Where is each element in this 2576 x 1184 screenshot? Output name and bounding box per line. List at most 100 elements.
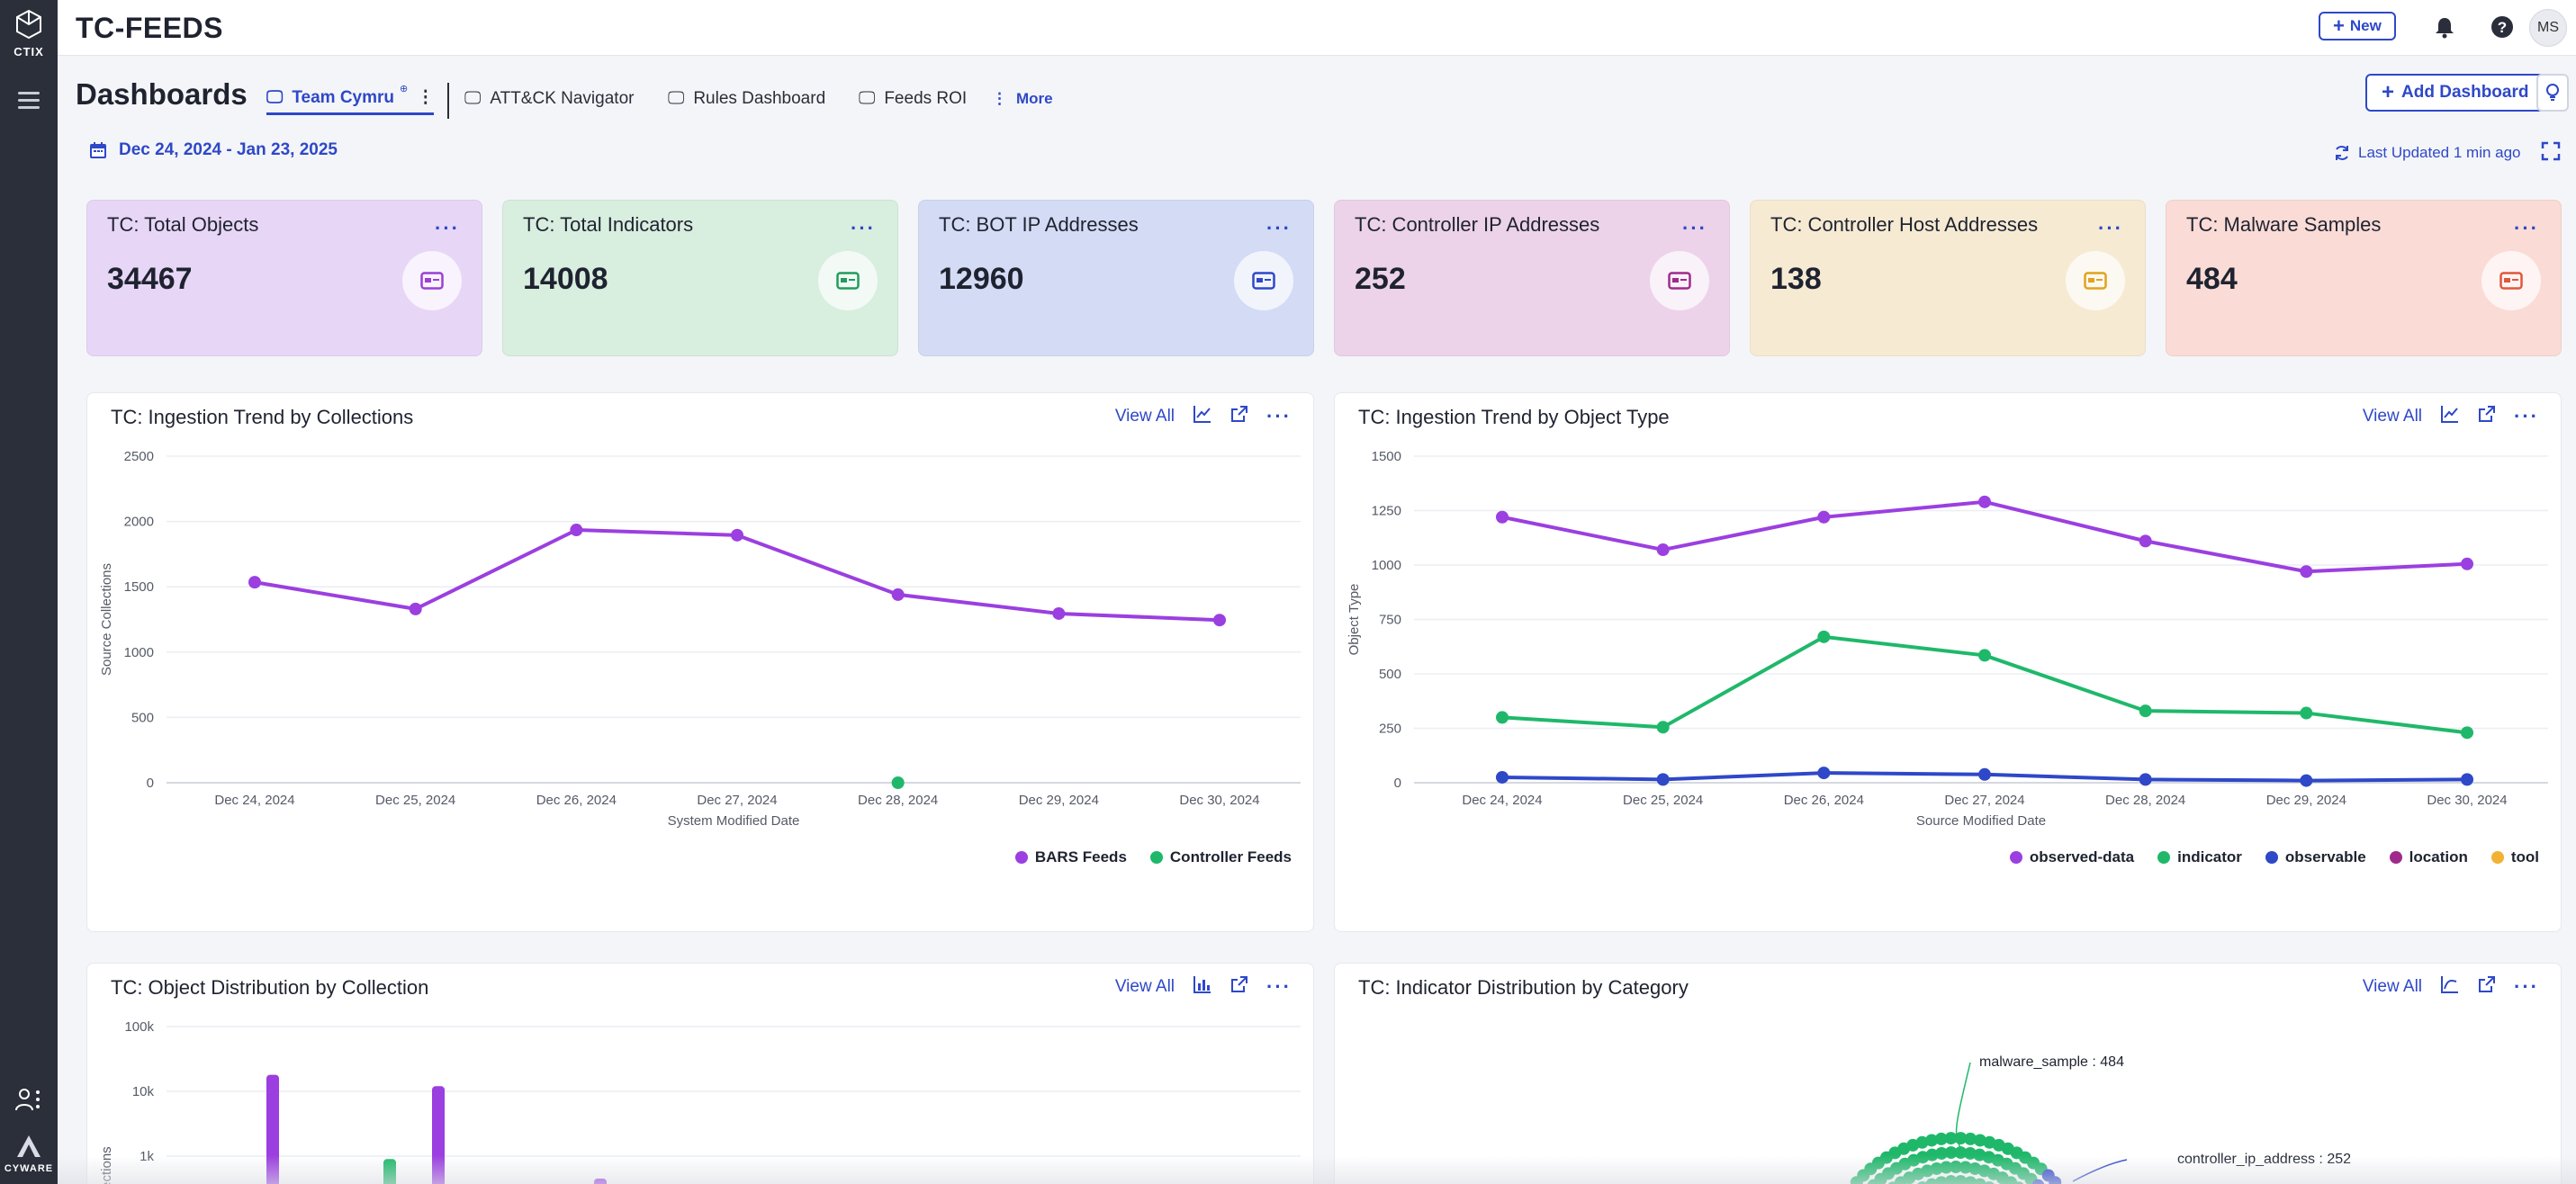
legend-label: BARS Feeds [1034,848,1127,866]
stat-card[interactable]: TC: Controller Host Addresses 138 ··· [1750,200,2146,356]
tab-rules-dashboard[interactable]: 🖵 Rules Dashboard [668,83,825,115]
monitor-icon: 🖵 [668,89,685,108]
card-options-icon[interactable]: ··· [1682,217,1707,239]
x-tick-label: Dec 29, 2024 [1019,793,1099,808]
x-tick-label: Dec 25, 2024 [375,793,455,808]
bar-chart-icon[interactable] [1193,974,1212,999]
vertical-dots-icon: ⋮ [992,90,1007,107]
help-icon[interactable]: ? [2488,13,2517,41]
stat-card[interactable]: TC: Malware Samples 484 ··· [2166,200,2562,356]
legend-item-location[interactable]: location [2389,848,2468,866]
panel-options-icon[interactable]: ··· [1266,974,1292,998]
chart-object-type-trend: 0 250 500 750 1000 1250 1500 Dec 24, 2024 Dec 25… [1347,449,2548,829]
legend-item-bars-feeds[interactable]: BARS Feeds [1014,848,1127,866]
y-axis-label: Source Collections [99,563,114,676]
tab-team-cymru[interactable]: 🖵 Team Cymru ⊕ ⋮ [266,83,435,115]
add-dashboard-button[interactable]: + Add Dashboard [2365,74,2545,112]
data-point [1213,614,1226,627]
plus-icon: + [2382,80,2395,104]
category-dot [1964,1132,1977,1145]
svg-text:?: ? [2498,19,2507,36]
stat-card-title: TC: BOT IP Addresses [939,213,1139,236]
more-tabs-button[interactable]: ⋮ More [992,83,1053,115]
stat-card-title: TC: Total Objects [107,213,259,236]
card-options-icon[interactable]: ··· [435,217,460,239]
fullscreen-icon[interactable] [2540,140,2562,166]
y-tick-label: 0 [1394,776,1401,791]
x-axis-label: Source Modified Date [1916,813,2046,829]
left-rail: CTIX CYWARE [0,0,58,1184]
tab-options-icon[interactable]: ⋮ [417,88,435,107]
series-line [254,528,1220,623]
monitor-icon: 🖵 [266,87,284,107]
legend-label: Controller Feeds [1169,848,1292,866]
user-settings-icon[interactable] [14,1087,41,1118]
legend-item-observed-data[interactable]: observed-data [2009,848,2134,866]
legend-swatch [2265,851,2278,864]
card-options-icon[interactable]: ··· [2514,217,2539,239]
date-range-picker[interactable]: Dec 24, 2024 - Jan 23, 2025 [88,140,338,160]
vendor-name: CYWARE [4,1163,54,1174]
stat-card-value: 252 [1355,262,1406,296]
legend-swatch [1149,851,1163,864]
stat-card[interactable]: TC: Controller IP Addresses 252 ··· [1334,200,1730,356]
data-point [409,602,422,615]
data-point [2300,774,2313,787]
bar [266,1074,279,1184]
bar [594,1178,607,1184]
data-point [1656,773,1670,786]
tab-feeds-roi[interactable]: 🖵 Feeds ROI [859,83,967,115]
category-dot [1973,1134,1986,1147]
external-link-icon[interactable] [2478,975,2496,998]
data-point [2461,557,2473,570]
panel-title: TC: Ingestion Trend by Collections [111,406,414,428]
hamburger-menu-icon[interactable] [18,92,40,113]
tab-badge: ⊕ [400,84,409,94]
chart-legend: BARS Feeds Controller Feeds [1014,848,1292,866]
new-button[interactable]: + New [2319,12,2396,40]
view-all-link[interactable]: View All [1114,406,1175,426]
lightbulb-icon[interactable] [2536,74,2569,112]
legend-item-indicator[interactable]: indicator [2157,848,2242,866]
view-all-link[interactable]: View All [2362,406,2423,426]
x-tick-label: Dec 25, 2024 [1623,793,1703,808]
data-point [1656,543,1670,557]
card-options-icon[interactable]: ··· [2098,217,2123,239]
y-tick-label: 10k [132,1084,155,1099]
view-all-link[interactable]: View All [2362,976,2423,996]
card-options-icon[interactable]: ··· [851,217,876,239]
refresh-status[interactable]: Last Updated 1 min ago [2333,144,2521,162]
stat-card[interactable]: TC: Total Objects 34467 ··· [86,200,482,356]
legend-item-controller-feeds[interactable]: Controller Feeds [1149,848,1292,866]
card-icon [1234,251,1293,310]
area-chart-icon[interactable] [2440,974,2460,999]
tab-attack-navigator[interactable]: 🖵 ATT&CK Navigator [464,83,634,115]
monitor-icon: 🖵 [464,89,482,108]
app-title: TC-FEEDS [76,12,223,44]
card-icon [2481,251,2541,310]
data-point [1052,606,1066,620]
line-chart-icon[interactable] [2440,404,2460,428]
panel-options-icon[interactable]: ··· [2514,974,2539,998]
panel-options-icon[interactable]: ··· [1266,404,1292,427]
external-link-icon[interactable] [2478,405,2496,427]
y-tick-label: 1500 [124,579,154,595]
annotation-leader [2072,1159,2128,1182]
annotation-label: malware_sample : 484 [1979,1054,2124,1070]
product-logo[interactable]: CTIX [0,9,58,58]
view-all-link[interactable]: View All [1114,976,1175,996]
stat-card[interactable]: TC: BOT IP Addresses 12960 ··· [918,200,1314,356]
external-link-icon[interactable] [1230,975,1248,998]
external-link-icon[interactable] [1230,405,1248,427]
card-options-icon[interactable]: ··· [1266,217,1292,239]
stat-card[interactable]: TC: Total Indicators 14008 ··· [502,200,898,356]
legend-item-observable[interactable]: observable [2265,848,2366,866]
avatar[interactable]: MS [2529,9,2567,47]
x-tick-label: Dec 27, 2024 [697,793,777,808]
line-chart-icon[interactable] [1193,404,1212,428]
stat-card-title: TC: Controller Host Addresses [1770,213,2039,236]
panel-options-icon[interactable]: ··· [2514,404,2539,427]
stat-card-title: TC: Malware Samples [2186,213,2382,236]
legend-item-tool[interactable]: tool [2490,848,2539,866]
notifications-icon[interactable] [2430,13,2459,41]
